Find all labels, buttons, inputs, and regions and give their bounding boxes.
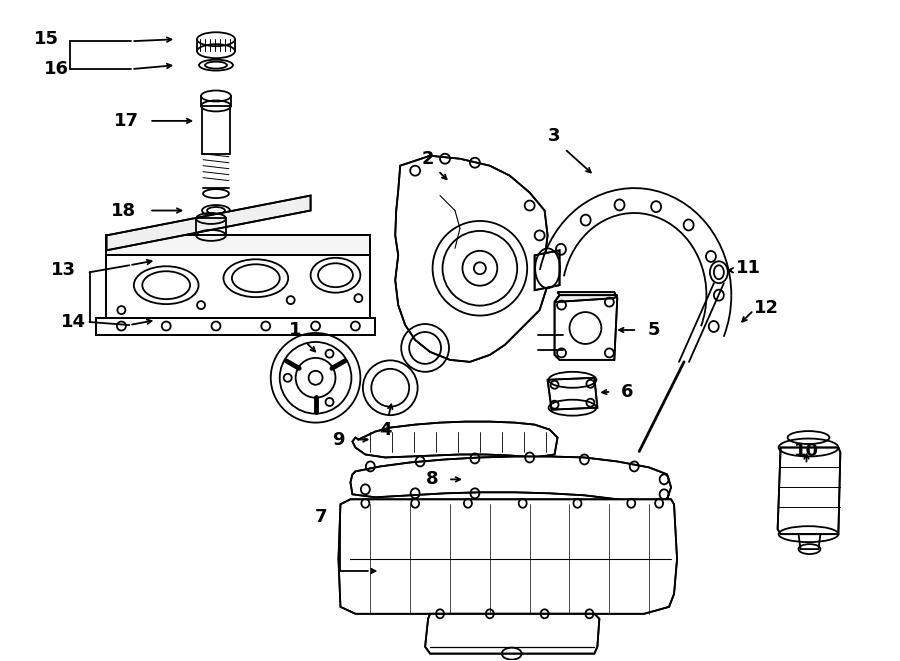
Text: 15: 15 [34, 30, 59, 48]
Polygon shape [106, 255, 370, 320]
Text: 1: 1 [290, 321, 302, 339]
Text: 17: 17 [114, 112, 139, 130]
Polygon shape [106, 235, 370, 255]
Text: 11: 11 [736, 259, 761, 277]
Polygon shape [350, 457, 671, 504]
Text: 10: 10 [794, 442, 819, 461]
Text: 7: 7 [314, 508, 327, 526]
Polygon shape [353, 422, 557, 457]
Text: 9: 9 [332, 430, 345, 449]
Polygon shape [395, 156, 547, 362]
Text: 2: 2 [422, 150, 435, 168]
Text: 16: 16 [44, 60, 69, 78]
Polygon shape [554, 295, 617, 302]
Text: 6: 6 [621, 383, 634, 401]
Polygon shape [547, 378, 598, 410]
Polygon shape [778, 447, 841, 534]
Text: 18: 18 [111, 202, 136, 219]
Polygon shape [535, 251, 560, 290]
Polygon shape [554, 292, 617, 360]
Text: 5: 5 [648, 321, 661, 339]
Polygon shape [338, 499, 677, 614]
Text: 4: 4 [379, 420, 392, 439]
Text: 8: 8 [426, 471, 438, 488]
Polygon shape [106, 196, 310, 251]
Polygon shape [96, 318, 375, 335]
Text: 12: 12 [754, 299, 779, 317]
Text: 3: 3 [548, 127, 561, 145]
Text: 13: 13 [51, 261, 76, 279]
Text: 14: 14 [61, 313, 86, 331]
Polygon shape [425, 614, 599, 654]
